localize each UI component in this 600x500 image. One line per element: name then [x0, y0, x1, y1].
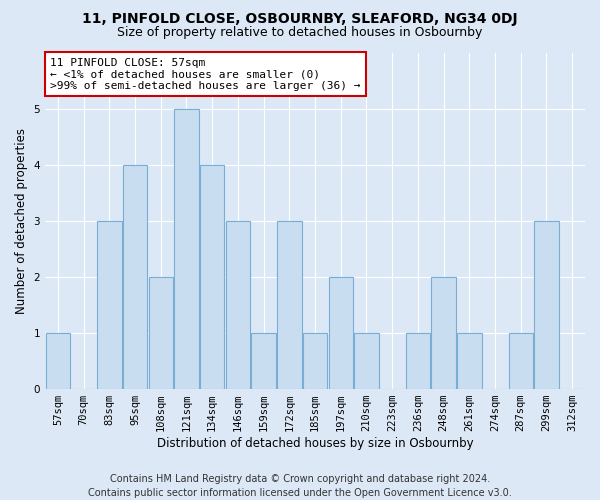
Bar: [431, 277, 456, 389]
Bar: [251, 333, 276, 389]
Bar: [97, 221, 122, 389]
Bar: [149, 277, 173, 389]
Bar: [509, 333, 533, 389]
Bar: [226, 221, 250, 389]
Bar: [303, 333, 327, 389]
Bar: [200, 164, 224, 389]
X-axis label: Distribution of detached houses by size in Osbournby: Distribution of detached houses by size …: [157, 437, 473, 450]
Bar: [534, 221, 559, 389]
Bar: [277, 221, 302, 389]
Bar: [457, 333, 482, 389]
Bar: [123, 164, 147, 389]
Bar: [406, 333, 430, 389]
Text: 11 PINFOLD CLOSE: 57sqm
← <1% of detached houses are smaller (0)
>99% of semi-de: 11 PINFOLD CLOSE: 57sqm ← <1% of detache…: [50, 58, 361, 90]
Bar: [329, 277, 353, 389]
Text: Contains HM Land Registry data © Crown copyright and database right 2024.
Contai: Contains HM Land Registry data © Crown c…: [88, 474, 512, 498]
Text: Size of property relative to detached houses in Osbournby: Size of property relative to detached ho…: [118, 26, 482, 39]
Text: 11, PINFOLD CLOSE, OSBOURNBY, SLEAFORD, NG34 0DJ: 11, PINFOLD CLOSE, OSBOURNBY, SLEAFORD, …: [82, 12, 518, 26]
Bar: [354, 333, 379, 389]
Y-axis label: Number of detached properties: Number of detached properties: [15, 128, 28, 314]
Bar: [46, 333, 70, 389]
Bar: [174, 108, 199, 389]
